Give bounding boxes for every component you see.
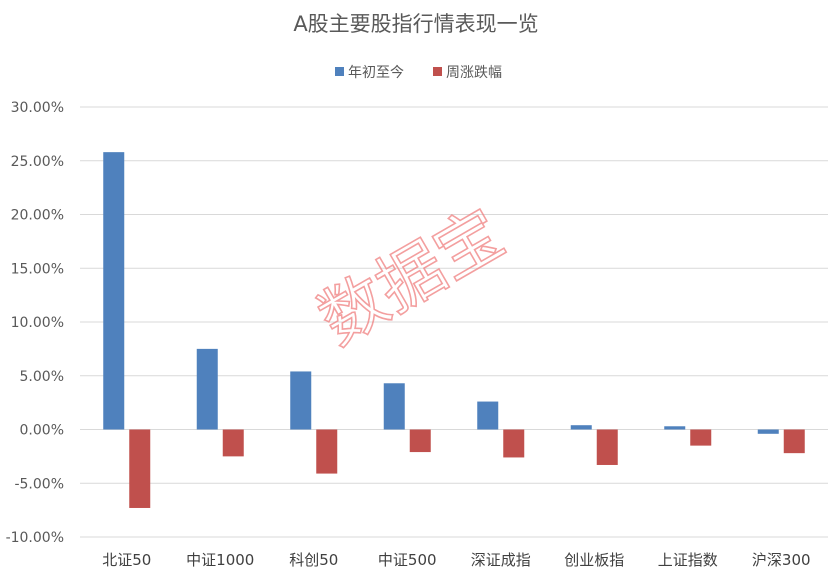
y-tick-label: 25.00% bbox=[11, 154, 64, 170]
x-category-label: 上证指数 bbox=[658, 551, 718, 569]
bar-weekly bbox=[129, 429, 151, 508]
x-category-label: 深证成指 bbox=[471, 551, 531, 569]
bar-ytd bbox=[383, 383, 405, 430]
y-tick-label: 15.00% bbox=[11, 261, 64, 277]
legend: 年初至今 周涨跌幅 bbox=[335, 64, 502, 81]
bar-weekly bbox=[316, 429, 338, 474]
legend-label: 周涨跌幅 bbox=[446, 65, 502, 81]
bars bbox=[103, 152, 805, 508]
y-tick-label: -10.00% bbox=[6, 530, 64, 546]
legend-swatch bbox=[335, 67, 344, 76]
bar-ytd bbox=[477, 401, 499, 430]
x-category-label: 创业板指 bbox=[564, 551, 624, 569]
gridlines bbox=[80, 106, 828, 538]
x-category-label: 科创50 bbox=[289, 551, 338, 569]
x-category-label: 中证500 bbox=[378, 551, 437, 569]
bar-ytd bbox=[757, 429, 779, 434]
bar-weekly bbox=[503, 429, 525, 458]
y-tick-label: 20.00% bbox=[11, 208, 64, 224]
legend-label: 年初至今 bbox=[348, 64, 404, 81]
chart-title: A股主要股指行情表现一览 bbox=[293, 12, 538, 36]
bar-ytd bbox=[570, 425, 592, 430]
bar-weekly bbox=[783, 429, 805, 454]
y-axis-tick-labels: 30.00% 25.00% 20.00% 15.00% 10.00% 5.00% 0.00%… bbox=[6, 100, 64, 546]
x-category-label: 沪深300 bbox=[752, 551, 811, 569]
bar-ytd bbox=[664, 426, 686, 430]
y-tick-label: 5.00% bbox=[20, 369, 64, 385]
bar-weekly bbox=[596, 429, 618, 465]
bar-weekly bbox=[222, 429, 244, 457]
x-category-label: 北证50 bbox=[102, 551, 151, 569]
y-tick-label: 10.00% bbox=[11, 315, 64, 331]
bar-ytd bbox=[103, 152, 125, 430]
bar-ytd bbox=[196, 348, 218, 430]
y-tick-label: 0.00% bbox=[20, 423, 64, 439]
x-axis-category-labels: 北证50 中证1000 科创50 中证500 深证成指 创业板指 上证指数 沪深300 bbox=[102, 551, 810, 569]
watermark-text: 数据宝 bbox=[306, 194, 516, 360]
bar-weekly bbox=[690, 429, 712, 446]
y-tick-label: 30.00% bbox=[11, 100, 64, 116]
y-tick-label: -5.00% bbox=[14, 476, 64, 492]
bar-weekly bbox=[409, 429, 431, 453]
x-category-label: 中证1000 bbox=[186, 551, 254, 569]
bar-ytd bbox=[290, 371, 312, 430]
legend-swatch bbox=[433, 67, 442, 76]
